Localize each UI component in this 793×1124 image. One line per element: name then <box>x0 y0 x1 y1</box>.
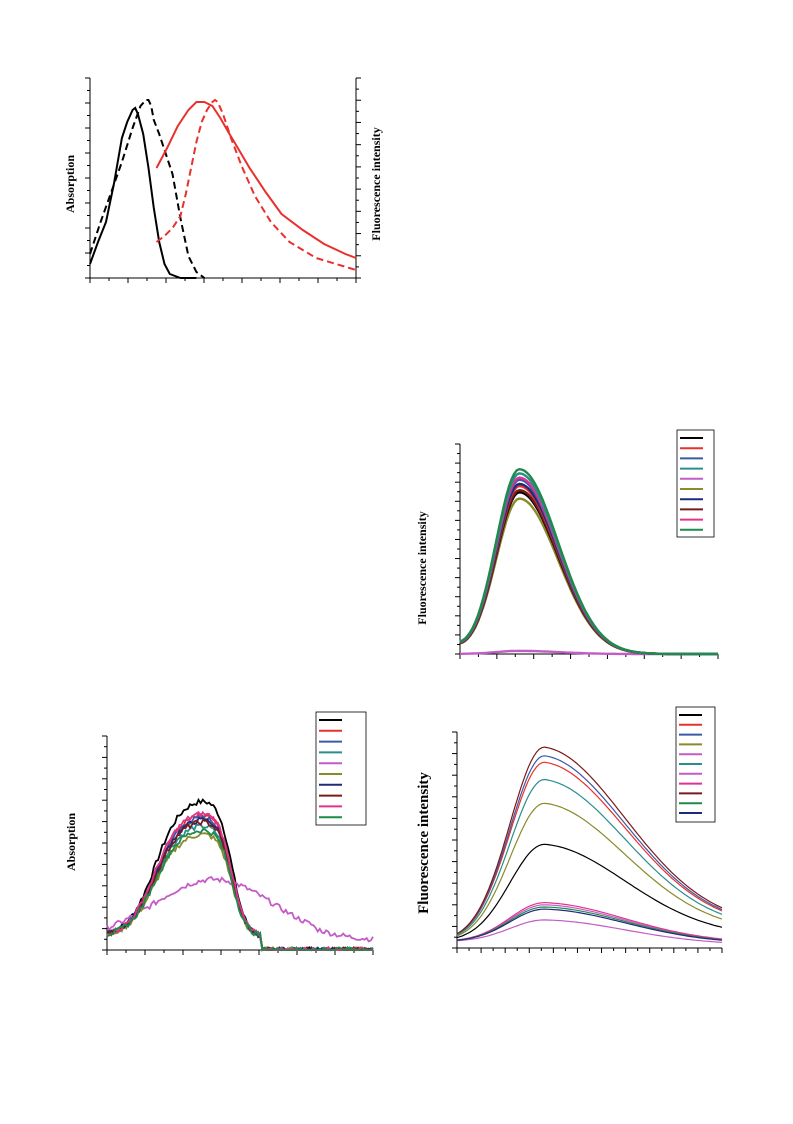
panel-c-y-axis-label: Absorption <box>64 813 78 871</box>
panel-b-chart: Fluorescence intensity <box>415 429 719 659</box>
panel-a-series-line-4 <box>155 98 357 271</box>
panel-b-y-axis-label: Fluorescence intensity <box>415 511 429 624</box>
panel-d-y-axis-label: Fluorescence intensity <box>416 772 432 914</box>
panel-c-series <box>106 797 374 952</box>
panel-d-series-line-6 <box>456 778 723 936</box>
panel-b-series-line-10 <box>459 467 718 656</box>
panel-d-series-line-8 <box>456 901 723 941</box>
panel-d-series-line-5 <box>456 919 723 943</box>
panel-d-series-line-7 <box>456 904 723 941</box>
panel-b-legend <box>676 429 715 538</box>
panel-d-series-line-2 <box>456 761 723 935</box>
panel-c-series-line-5 <box>106 875 374 943</box>
panel-d-series-line-3 <box>456 755 723 935</box>
panel-d-legend <box>675 706 716 823</box>
panel-a-series-line-2 <box>89 99 205 279</box>
panel-c-series-line-9 <box>106 810 373 952</box>
panel-c-axes <box>102 735 374 955</box>
panel-c-series-line-10 <box>106 828 374 952</box>
panel-a-y-axis-label: Absorption <box>63 155 77 213</box>
panel-b-series <box>459 467 718 656</box>
panel-a-chart: Absorption Fluorescence intensity <box>63 77 383 283</box>
panel-d-series-line-11 <box>456 908 723 941</box>
panel-d-series-line-9 <box>456 746 723 935</box>
panel-a-series <box>89 98 357 279</box>
panel-d-axes <box>452 731 723 953</box>
panel-c-series-line-2 <box>106 812 374 952</box>
panel-a-series-line-1 <box>89 106 197 279</box>
panel-d-series-line-4 <box>456 802 723 937</box>
panel-a-axes <box>85 77 361 283</box>
panel-c-legend <box>315 711 367 826</box>
panel-c-chart: Absorption <box>64 711 374 955</box>
panel-a-y2-axis-label: Fluorescence intensity <box>369 127 383 240</box>
legend-box <box>676 429 715 538</box>
panel-d-chart: Fluorescence intensity <box>416 706 723 953</box>
panel-c-series-line-3 <box>106 814 374 951</box>
panel-d-series-line-10 <box>456 906 723 941</box>
panel-d-series <box>456 746 723 943</box>
panel-d-series-line-1 <box>456 843 723 939</box>
panel-a-series-line-3 <box>155 101 357 259</box>
legend-box <box>315 711 367 826</box>
